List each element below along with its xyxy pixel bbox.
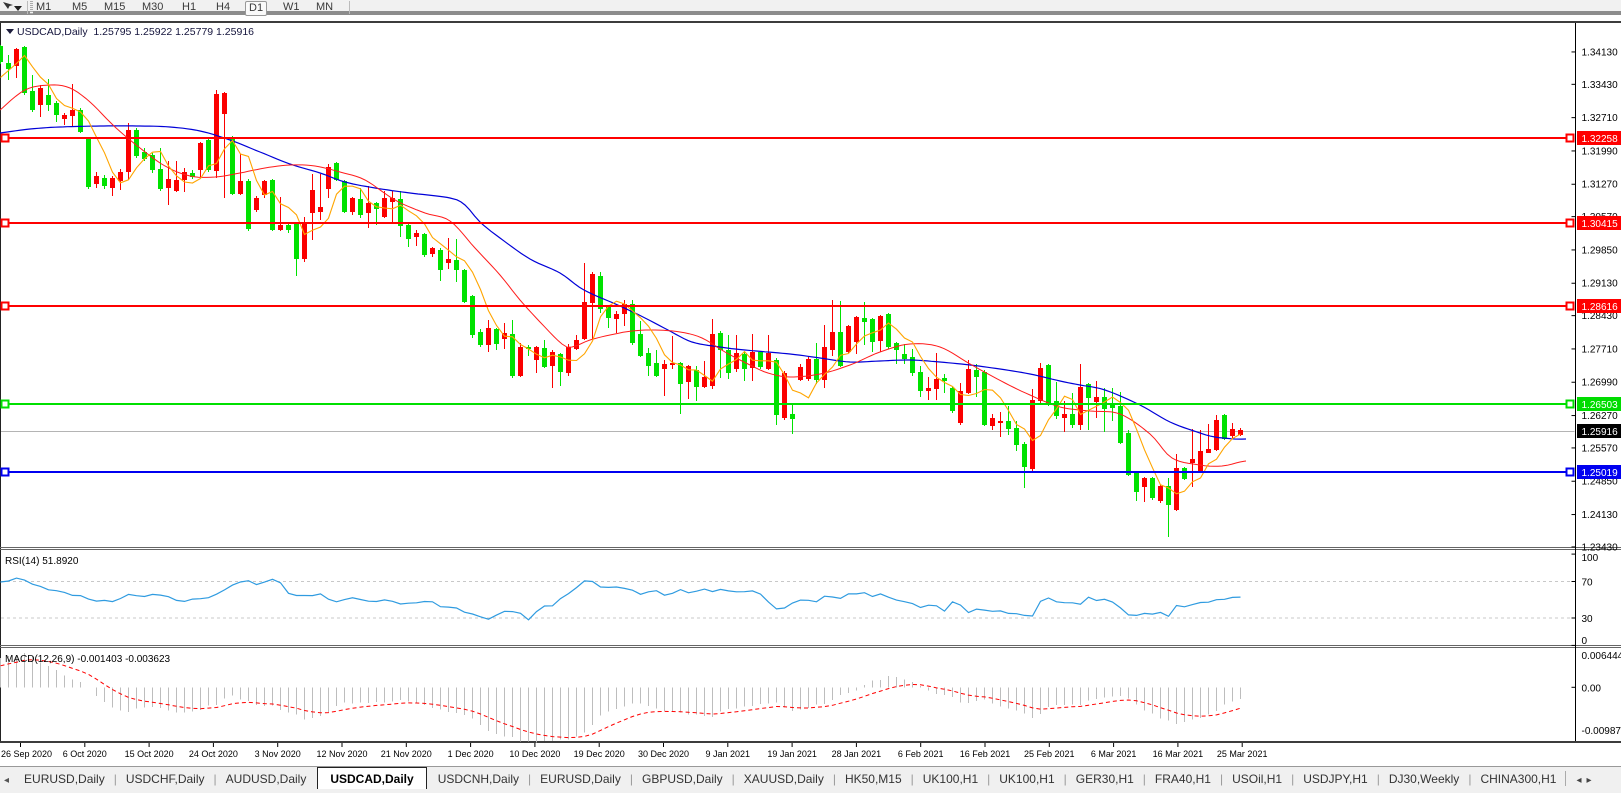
- svg-text:1.31270: 1.31270: [1582, 180, 1619, 191]
- svg-text:-0.0098715: -0.0098715: [1582, 726, 1621, 737]
- svg-text:30: 30: [1582, 614, 1594, 625]
- svg-text:0.00: 0.00: [1582, 683, 1602, 694]
- svg-text:6 Mar 2021: 6 Mar 2021: [1091, 749, 1137, 759]
- svg-text:70: 70: [1582, 578, 1594, 589]
- svg-text:12 Nov 2020: 12 Nov 2020: [316, 749, 367, 759]
- svg-text:100: 100: [1582, 553, 1599, 564]
- svg-text:MACD(12,26,9) -0.001403 -0.003: MACD(12,26,9) -0.001403 -0.003623: [5, 654, 171, 665]
- svg-text:10 Dec 2020: 10 Dec 2020: [509, 749, 560, 759]
- svg-text:25 Feb 2021: 25 Feb 2021: [1024, 749, 1075, 759]
- svg-text:6 Oct 2020: 6 Oct 2020: [63, 749, 107, 759]
- svg-text:1.30415: 1.30415: [1582, 219, 1619, 230]
- svg-text:1.24130: 1.24130: [1582, 510, 1619, 521]
- svg-text:16 Mar 2021: 16 Mar 2021: [1153, 749, 1204, 759]
- svg-text:6 Feb 2021: 6 Feb 2021: [898, 749, 944, 759]
- svg-text:26 Sep 2020: 26 Sep 2020: [1, 749, 52, 759]
- svg-text:RSI(14) 51.8920: RSI(14) 51.8920: [5, 556, 79, 567]
- svg-text:0.006444: 0.006444: [1582, 651, 1621, 662]
- svg-text:1.32710: 1.32710: [1582, 113, 1619, 124]
- svg-text:9 Jan 2021: 9 Jan 2021: [706, 749, 751, 759]
- svg-text:1.34130: 1.34130: [1582, 47, 1619, 58]
- svg-text:1.29850: 1.29850: [1582, 245, 1619, 256]
- svg-text:1.29130: 1.29130: [1582, 279, 1619, 290]
- svg-text:1.26270: 1.26270: [1582, 411, 1619, 422]
- svg-text:1.32258: 1.32258: [1582, 134, 1619, 145]
- svg-text:1.23430: 1.23430: [1582, 542, 1619, 553]
- svg-text:3 Nov 2020: 3 Nov 2020: [255, 749, 301, 759]
- svg-text:1.31990: 1.31990: [1582, 146, 1619, 157]
- svg-text:19 Jan 2021: 19 Jan 2021: [767, 749, 817, 759]
- svg-text:30 Dec 2020: 30 Dec 2020: [638, 749, 689, 759]
- svg-text:1.25916: 1.25916: [1582, 427, 1619, 438]
- svg-text:25 Mar 2021: 25 Mar 2021: [1217, 749, 1268, 759]
- svg-text:1.33430: 1.33430: [1582, 80, 1619, 91]
- svg-text:1.28616: 1.28616: [1582, 302, 1619, 313]
- svg-text:1 Dec 2020: 1 Dec 2020: [448, 749, 494, 759]
- svg-text:1.25570: 1.25570: [1582, 443, 1619, 454]
- svg-text:19 Dec 2020: 19 Dec 2020: [574, 749, 625, 759]
- svg-text:1.26503: 1.26503: [1582, 400, 1619, 411]
- svg-text:24 Oct 2020: 24 Oct 2020: [189, 749, 238, 759]
- svg-text:21 Nov 2020: 21 Nov 2020: [381, 749, 432, 759]
- svg-text:15 Oct 2020: 15 Oct 2020: [125, 749, 174, 759]
- svg-text:28 Jan 2021: 28 Jan 2021: [832, 749, 882, 759]
- svg-text:USDCAD,Daily 1.25795 1.25922: USDCAD,Daily 1.25795 1.25922 1.25779 1.2…: [17, 26, 254, 38]
- svg-text:1.26990: 1.26990: [1582, 378, 1619, 389]
- svg-text:1.27710: 1.27710: [1582, 344, 1619, 355]
- svg-text:1.25019: 1.25019: [1582, 468, 1619, 479]
- svg-text:0: 0: [1582, 636, 1588, 647]
- svg-text:16 Feb 2021: 16 Feb 2021: [960, 749, 1011, 759]
